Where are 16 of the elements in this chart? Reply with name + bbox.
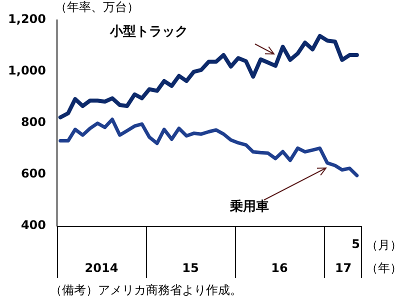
x-tick-label: 2014 xyxy=(84,261,118,276)
x-tick-label: 16 xyxy=(271,261,288,276)
y-axis-title: （年率、万台） xyxy=(55,0,139,14)
text: （年） xyxy=(366,261,401,276)
x-tick-label: 17 xyxy=(334,261,352,276)
text: （月） xyxy=(366,238,401,252)
text: 乗用車 xyxy=(229,198,269,214)
x-tick-label: 15 xyxy=(182,261,199,276)
y-tick-label: 1,200 xyxy=(8,12,46,26)
y-tick-label: 600 xyxy=(20,166,46,181)
text: 小型トラック xyxy=(109,24,188,40)
y-tick-label: 400 xyxy=(20,218,46,232)
y-tick-label: 1,000 xyxy=(8,64,46,78)
y-tick-label: 800 xyxy=(20,115,46,130)
text: 5 xyxy=(352,237,360,252)
text: （備考）アメリカ商務省より作成。 xyxy=(50,282,242,299)
